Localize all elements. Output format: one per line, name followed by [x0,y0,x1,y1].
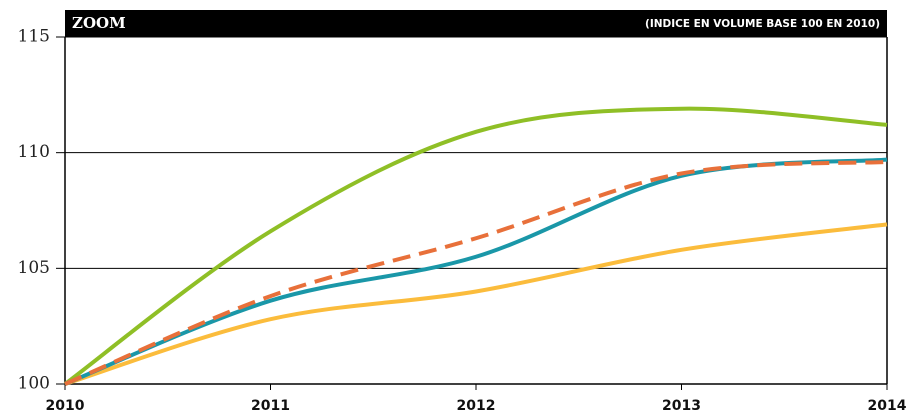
x-tick-label: 2011 [251,398,290,414]
x-tick-label: 2012 [457,398,496,414]
y-tick-label: 110 [18,142,50,162]
y-tick-label: 115 [18,27,50,47]
x-tick-label: 2010 [46,398,85,414]
line-series [64,157,888,386]
line-series [64,159,888,386]
chart-subtitle: (INDICE EN VOLUME BASE 100 EN 2010) [645,18,880,30]
line-series [63,106,888,386]
line-series [64,222,888,386]
x-tick-label: 2014 [868,398,907,414]
y-tick-label: 100 [18,374,50,394]
chart-title: ZOOM [72,14,126,32]
y-tick-label: 105 [18,258,50,278]
x-tick-label: 2013 [662,398,701,414]
header-bar [65,10,887,37]
